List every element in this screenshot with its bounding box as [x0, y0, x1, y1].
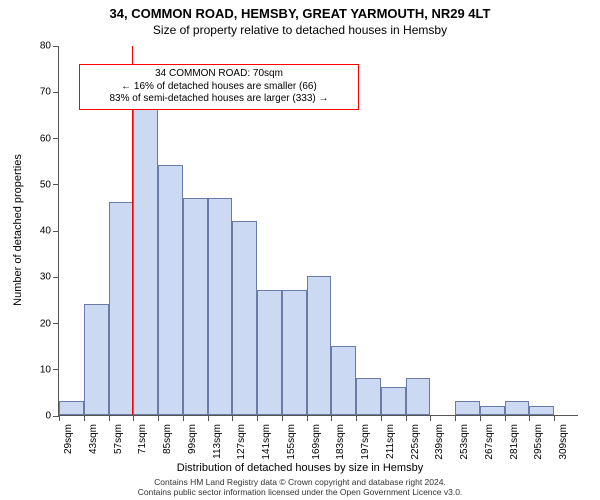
footer-line-2: Contains public sector information licen… [0, 487, 600, 497]
y-tick [53, 46, 59, 47]
x-tick [331, 415, 332, 421]
y-tick [53, 277, 59, 278]
y-axis-title: Number of detached properties [12, 154, 24, 306]
bar [133, 105, 158, 415]
y-tick-label: 30 [27, 272, 51, 283]
x-tick [406, 415, 407, 421]
page-subtitle: Size of property relative to detached ho… [0, 23, 600, 37]
x-axis-title: Distribution of detached houses by size … [0, 462, 600, 474]
y-tick-label: 10 [27, 364, 51, 375]
bar [232, 221, 257, 415]
x-tick [183, 415, 184, 421]
bar [282, 290, 307, 415]
bar [356, 378, 381, 415]
x-tick [232, 415, 233, 421]
x-tick [430, 415, 431, 421]
x-tick [282, 415, 283, 421]
bar [381, 387, 406, 415]
y-tick [53, 184, 59, 185]
bar [307, 276, 332, 415]
x-tick [529, 415, 530, 421]
y-tick [53, 92, 59, 93]
x-tick [84, 415, 85, 421]
x-tick [356, 415, 357, 421]
x-tick [307, 415, 308, 421]
bar [158, 165, 183, 415]
callout-line-1: 34 COMMON ROAD: 70sqm [86, 68, 352, 81]
y-tick-label: 0 [27, 411, 51, 422]
bar [406, 378, 431, 415]
y-tick [53, 138, 59, 139]
bar [257, 290, 282, 415]
y-tick-label: 80 [27, 41, 51, 52]
x-tick [208, 415, 209, 421]
x-tick [505, 415, 506, 421]
bar [208, 198, 233, 415]
x-tick [133, 415, 134, 421]
bar [109, 202, 134, 415]
x-tick [455, 415, 456, 421]
x-tick [257, 415, 258, 421]
y-tick [53, 323, 59, 324]
bar [331, 346, 356, 415]
chart-plot-area: 34 COMMON ROAD: 70sqm ← 16% of detached … [58, 46, 578, 416]
y-tick [53, 231, 59, 232]
y-tick-label: 20 [27, 318, 51, 329]
x-tick [381, 415, 382, 421]
bar [505, 401, 530, 415]
y-tick-label: 40 [27, 226, 51, 237]
bar [480, 406, 505, 415]
x-tick [158, 415, 159, 421]
bar [84, 304, 109, 415]
page-title: 34, COMMON ROAD, HEMSBY, GREAT YARMOUTH,… [0, 6, 600, 21]
x-tick [480, 415, 481, 421]
footer: Contains HM Land Registry data © Crown c… [0, 477, 600, 497]
x-tick [554, 415, 555, 421]
y-tick-label: 50 [27, 179, 51, 190]
y-tick-label: 70 [27, 87, 51, 98]
y-tick-label: 60 [27, 133, 51, 144]
bar [529, 406, 554, 415]
footer-line-1: Contains HM Land Registry data © Crown c… [0, 477, 600, 487]
callout-box: 34 COMMON ROAD: 70sqm ← 16% of detached … [79, 64, 359, 110]
callout-line-2: ← 16% of detached houses are smaller (66… [86, 81, 352, 94]
x-tick [109, 415, 110, 421]
callout-line-3: 83% of semi-detached houses are larger (… [86, 93, 352, 106]
x-tick [59, 415, 60, 421]
bar [59, 401, 84, 415]
y-tick [53, 369, 59, 370]
bar [183, 198, 208, 415]
bar [455, 401, 480, 415]
